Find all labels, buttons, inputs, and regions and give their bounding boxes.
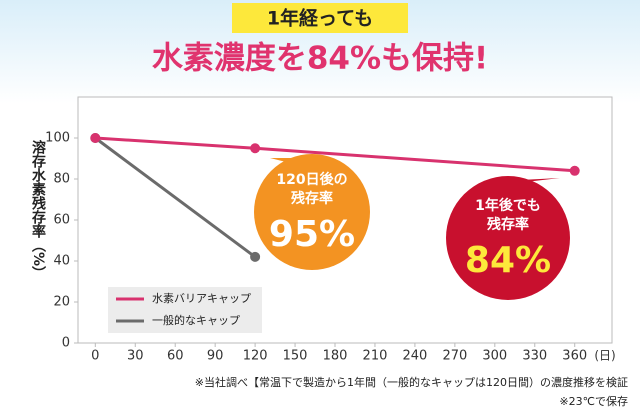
x-tick-label: 240 xyxy=(402,349,427,364)
x-tick-label: 0 xyxy=(91,349,99,364)
data-point xyxy=(569,165,580,176)
callout xyxy=(254,154,370,270)
legend-label: 一般的なキャップ xyxy=(152,313,240,327)
x-tick-label: 60 xyxy=(167,349,184,364)
data-point xyxy=(250,143,261,154)
y-axis-label: 溶存水素残存率（%） xyxy=(30,139,47,280)
x-tick-label: 90 xyxy=(207,349,224,364)
footnote: ※23℃で保存 xyxy=(559,394,628,408)
x-tick-label: 300 xyxy=(482,349,507,364)
callout-text: 1年後でも xyxy=(475,197,541,214)
callout-text: 残存率 xyxy=(487,216,529,233)
chart-title: 1年経っても xyxy=(267,7,373,30)
x-tick-label: 330 xyxy=(522,349,547,364)
data-point xyxy=(90,133,101,143)
callout-value: 84% xyxy=(465,240,551,281)
series-line xyxy=(94,136,257,259)
callout-text: 残存率 xyxy=(291,190,333,207)
y-tick-label: 80 xyxy=(53,172,70,187)
y-tick-label: 0 xyxy=(62,336,70,351)
y-tick-label: 60 xyxy=(53,213,70,228)
title-box xyxy=(232,3,408,33)
x-axis-label: (日) xyxy=(594,349,615,363)
legend-label: 水素バリアキャップ xyxy=(152,292,251,305)
x-tick-label: 180 xyxy=(323,349,348,364)
callout xyxy=(446,176,570,300)
y-tick-label: 20 xyxy=(53,295,70,310)
x-tick-label: 210 xyxy=(363,349,388,364)
chart-subtitle: 水素濃度を84%も保持! xyxy=(152,41,488,77)
data-point xyxy=(250,251,261,262)
y-tick-label: 40 xyxy=(53,254,70,269)
x-tick-label: 120 xyxy=(243,349,268,364)
legend-box xyxy=(108,287,262,333)
x-tick-label: 360 xyxy=(562,349,587,364)
x-tick-label: 30 xyxy=(127,349,144,364)
x-tick-label: 270 xyxy=(442,349,467,364)
footnote: ※当社調べ【常温下で製造から1年間（一般的なキャップは120日間）の濃度推移を検… xyxy=(195,375,628,389)
y-tick-label: 100 xyxy=(45,131,70,146)
callout-value: 95% xyxy=(269,214,355,255)
x-tick-label: 150 xyxy=(283,349,308,364)
callout-text: 120日後の xyxy=(276,171,347,188)
